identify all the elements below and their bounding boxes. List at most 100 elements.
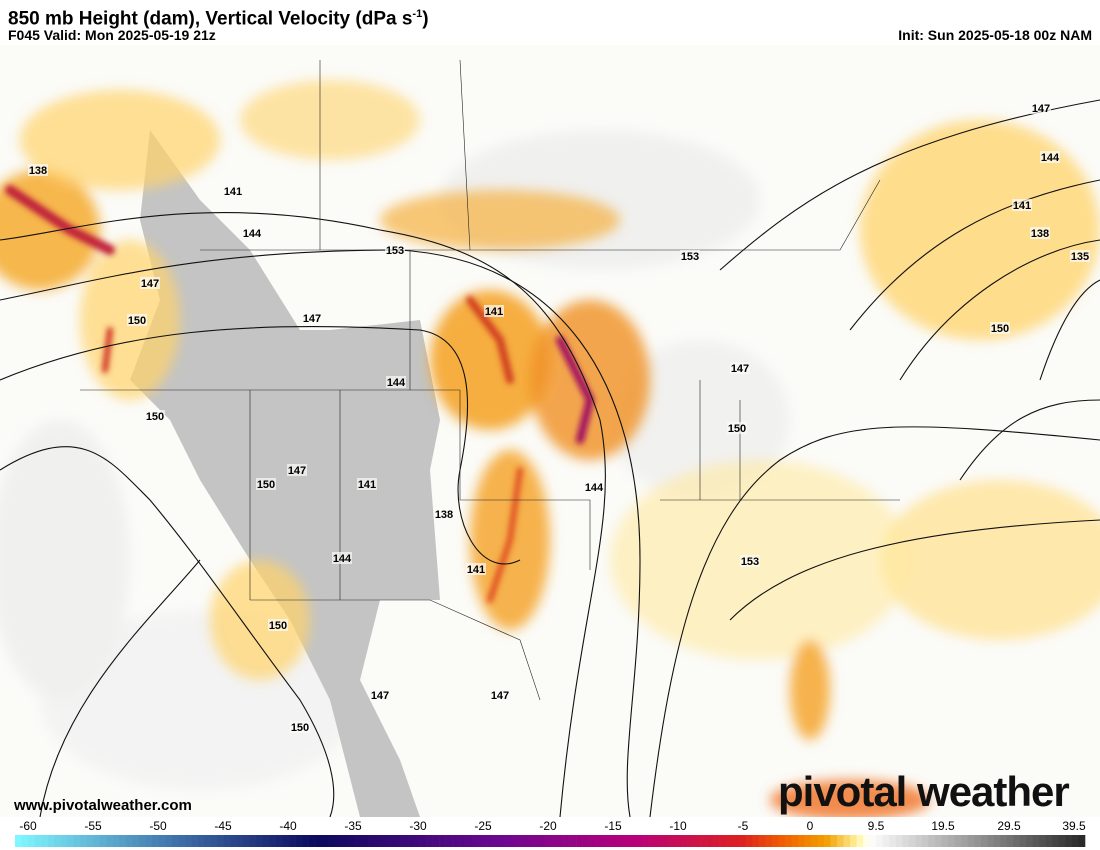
contour-label-background — [28, 164, 48, 176]
colorbar-cell — [367, 835, 375, 847]
colorbar-cell — [967, 835, 975, 847]
contour-label-background — [727, 422, 747, 434]
contour-label-background — [370, 689, 390, 701]
colorbar-cell — [243, 835, 251, 847]
colorbar-cell — [106, 835, 114, 847]
contour-label-background — [242, 227, 262, 239]
colorbar-cell — [726, 835, 733, 847]
contour-label-background — [256, 478, 276, 490]
colorbar-cell — [347, 835, 355, 847]
colorbar-cell — [582, 835, 590, 847]
contour-label: 147 — [491, 690, 509, 702]
colorbar-tick-label: -5 — [737, 819, 749, 833]
colorbar-cell — [824, 835, 831, 847]
colorbar-cell — [660, 835, 668, 847]
colorbar-cell — [47, 835, 55, 847]
colorbar-cell — [576, 835, 583, 847]
colorbar-cell — [634, 835, 642, 847]
colorbar-cell — [465, 835, 473, 847]
contour-label: 138 — [1031, 228, 1049, 240]
colorbar-cell — [145, 835, 153, 847]
colorbar-cell — [504, 835, 512, 847]
contour-label: 147 — [141, 278, 159, 290]
contour-label: 150 — [128, 315, 146, 327]
colorbar-cell — [41, 835, 48, 847]
contour-label: 141 — [358, 479, 376, 491]
init-time: Init: Sun 2025-05-18 00z NAM — [898, 27, 1092, 43]
contour-label-background — [730, 362, 750, 374]
colorbar-cell — [373, 835, 381, 847]
colorbar-cell — [752, 835, 760, 847]
colorbar-cell — [837, 835, 844, 847]
colorbar-cell — [569, 835, 577, 847]
colorbar-cell — [197, 835, 205, 847]
colorbar-cell — [497, 835, 505, 847]
colorbar-cell — [719, 835, 727, 847]
colorbar-cell — [132, 835, 140, 847]
contour-label: 153 — [386, 245, 404, 257]
colorbar-cell — [908, 835, 916, 847]
contour-label-background — [127, 314, 147, 326]
colorbar-cell — [687, 835, 694, 847]
colorbar-cell — [28, 835, 35, 847]
colorbar-cell — [393, 835, 401, 847]
contour-label: 150 — [269, 620, 287, 632]
contour-label: 138 — [435, 509, 453, 521]
colorbar-cell — [119, 835, 127, 847]
colorbar-cell — [550, 835, 557, 847]
contour-label-background — [1031, 102, 1051, 114]
colorbar-cell — [295, 835, 303, 847]
colorbar-cell — [974, 835, 981, 847]
colorbar-cell — [73, 835, 81, 847]
colorbar-cell — [889, 835, 897, 847]
colorbar-cell — [1013, 835, 1021, 847]
colorbar-cell — [112, 835, 120, 847]
colorbar-tick-label: -15 — [604, 819, 622, 833]
colorbar-tick-label: -55 — [84, 819, 102, 833]
colorbar-cell — [419, 835, 427, 847]
contour-label-background — [1040, 151, 1060, 163]
colorbar-cell — [980, 835, 988, 847]
contour-label-background — [584, 481, 604, 493]
contour-label: 150 — [291, 722, 309, 734]
colorbar-cell — [275, 835, 283, 847]
colorbar-cell — [778, 835, 786, 847]
colorbar-cell — [1058, 835, 1066, 847]
colorbar-cell — [217, 835, 225, 847]
colorbar-cell — [693, 835, 701, 847]
colorbar-cell — [850, 835, 857, 847]
colorbar-cell — [302, 835, 309, 847]
colorbar-cell — [921, 835, 929, 847]
colorbar-cell — [595, 835, 603, 847]
colorbar-cell — [1071, 835, 1079, 847]
colorbar-tick-label: -20 — [539, 819, 557, 833]
colorbar-cell — [21, 835, 29, 847]
colorbar-cell — [308, 835, 316, 847]
colorbar-cell — [915, 835, 923, 847]
contour-label: 147 — [288, 465, 306, 477]
colorbar-cell — [1019, 835, 1027, 847]
colorbar-cell — [791, 835, 799, 847]
contour-label: 153 — [681, 251, 699, 263]
colorbar-cell — [523, 835, 531, 847]
colorbar-cell — [745, 835, 753, 847]
contour-label: 147 — [303, 313, 321, 325]
colorbar-cell — [60, 835, 68, 847]
contour-label: 150 — [991, 323, 1009, 335]
contour-label: 141 — [467, 564, 485, 576]
contour-label-background — [140, 277, 160, 289]
colorbar-cell — [125, 835, 133, 847]
contour-label: 150 — [146, 411, 164, 423]
colorbar-tick-label: 9.5 — [867, 819, 885, 833]
colorbar-cell — [530, 835, 538, 847]
colorbar-cell — [478, 835, 486, 847]
colorbar-cell — [895, 835, 903, 847]
colorbar-cell — [491, 835, 499, 847]
colorbar-cell — [928, 835, 936, 847]
colorbar-cell — [1078, 835, 1086, 847]
website-credit: www.pivotalweather.com — [14, 797, 192, 814]
colorbar-cell — [158, 835, 166, 847]
contour-label-background — [484, 305, 504, 317]
colorbar-cell — [399, 835, 407, 847]
colorbar-cell — [171, 835, 179, 847]
